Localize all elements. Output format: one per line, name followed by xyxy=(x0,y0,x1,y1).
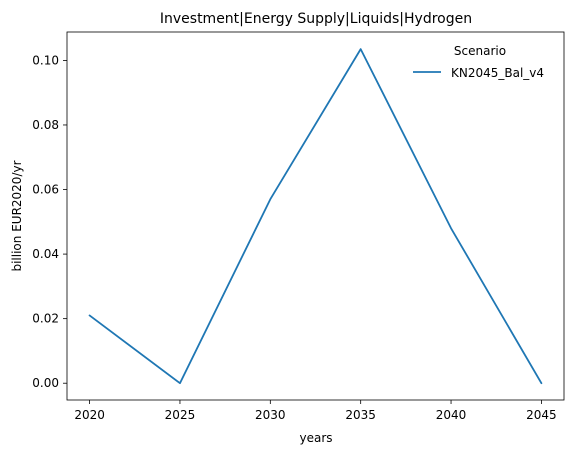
y-tick-label-0.06: 0.06 xyxy=(32,183,59,197)
y-axis-label: billion EUR2020/yr xyxy=(10,160,24,271)
x-tick-label-2045: 2045 xyxy=(526,408,557,422)
legend: Scenario KN2045_Bal_v4 xyxy=(413,44,544,80)
series-layer xyxy=(88,48,543,385)
legend-title: Scenario xyxy=(454,44,506,58)
x-tick-label-2030: 2030 xyxy=(255,408,286,422)
x-tick-label-2025: 2025 xyxy=(165,408,196,422)
y-tick-label-0.00: 0.00 xyxy=(32,376,59,390)
plot-frame xyxy=(66,31,565,401)
x-axis: 2020 2025 2030 2035 2040 2045 xyxy=(74,400,557,422)
x-tick-label-2035: 2035 xyxy=(345,408,376,422)
y-axis: 0.00 0.02 0.04 0.06 0.08 0.10 xyxy=(32,53,67,390)
series-line-0 xyxy=(88,48,543,385)
y-tick-label-0.08: 0.08 xyxy=(32,118,59,132)
x-axis-label: years xyxy=(299,431,332,445)
y-tick-label-0.10: 0.10 xyxy=(32,53,59,67)
y-tick-label-0.04: 0.04 xyxy=(32,247,59,261)
chart-title: Investment|Energy Supply|Liquids|Hydroge… xyxy=(160,11,472,27)
x-tick-label-2040: 2040 xyxy=(436,408,467,422)
legend-label: KN2045_Bal_v4 xyxy=(451,66,544,80)
x-tick-label-2020: 2020 xyxy=(74,408,105,422)
y-tick-label-0.02: 0.02 xyxy=(32,312,59,326)
plot-area xyxy=(67,32,564,400)
